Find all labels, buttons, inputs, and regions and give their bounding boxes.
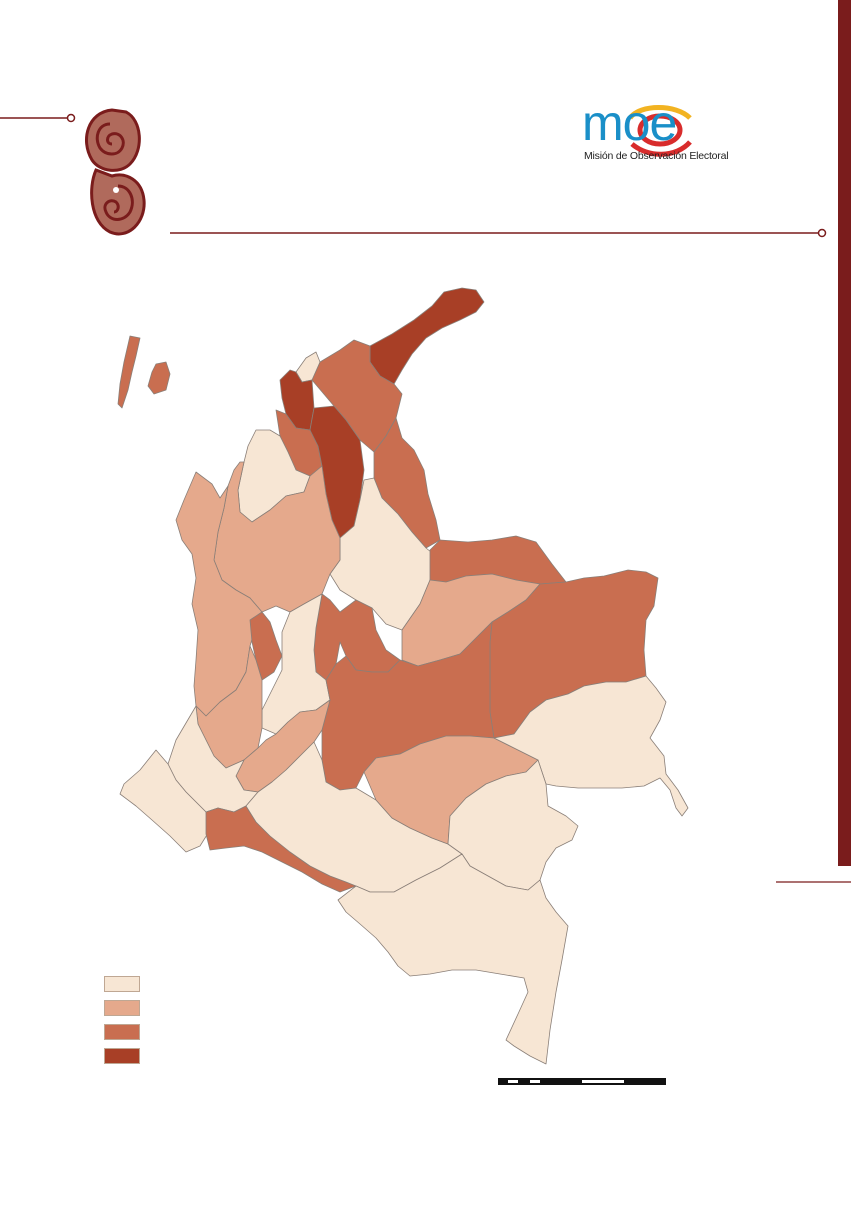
legend-swatch-1 xyxy=(104,976,140,992)
scale-bar xyxy=(498,1078,666,1085)
region-providencia xyxy=(147,361,171,395)
map-legend xyxy=(104,976,140,1072)
top-left-rule-dot xyxy=(66,113,76,123)
region-san-andres xyxy=(117,335,141,409)
right-accent-bar xyxy=(838,0,851,866)
region-guainia xyxy=(493,675,689,817)
legend-swatch-2 xyxy=(104,1000,140,1016)
region-amazonas xyxy=(337,853,569,1065)
region-caldas xyxy=(249,611,283,681)
colombia-map xyxy=(117,287,689,1065)
header-rule-dot xyxy=(817,228,827,238)
spiral-ornament-icon xyxy=(85,108,146,236)
moe-wordmark: moe xyxy=(582,95,677,151)
legend-swatch-3 xyxy=(104,1024,140,1040)
moe-subtitle: Misión de Observación Electoral xyxy=(584,150,729,162)
legend-swatch-4 xyxy=(104,1048,140,1064)
region-la-guajira xyxy=(369,287,485,385)
moe-logo xyxy=(627,105,692,157)
moe-wordmark-text: moe xyxy=(582,95,677,151)
